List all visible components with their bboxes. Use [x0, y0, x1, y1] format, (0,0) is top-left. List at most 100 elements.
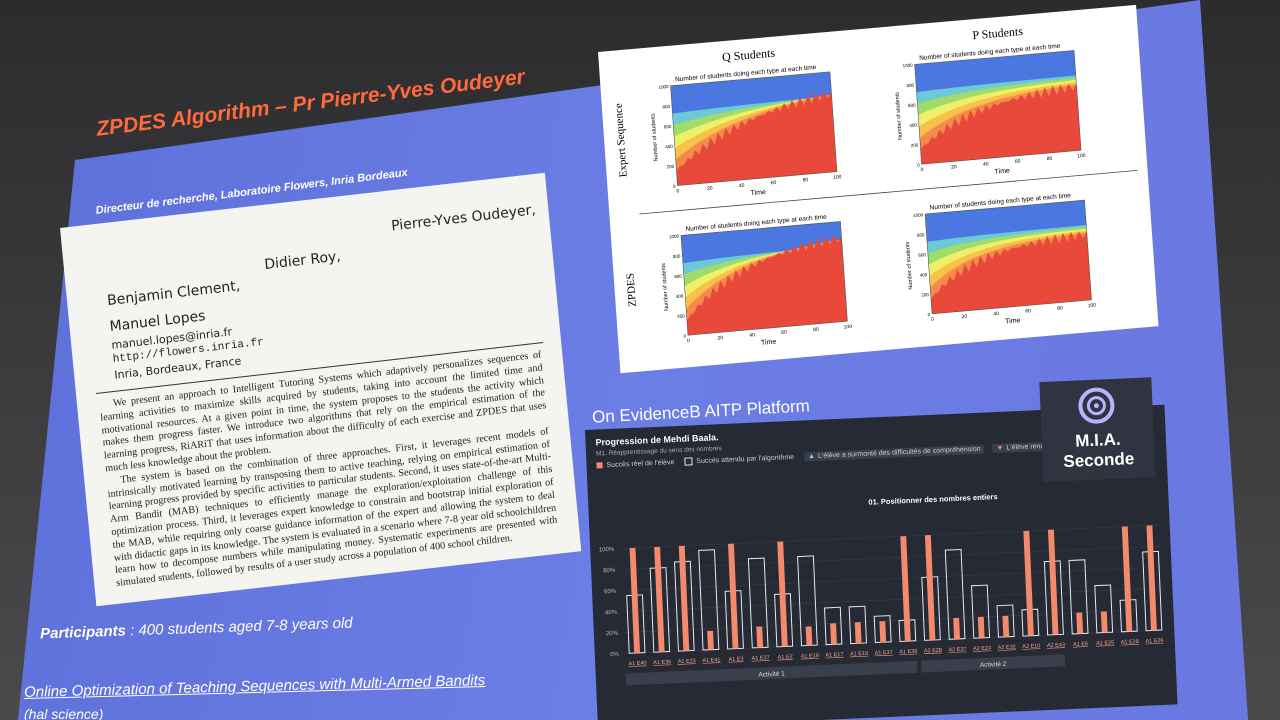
- y-axis-label: Number of students: [895, 92, 904, 141]
- actual-bar: [854, 622, 862, 644]
- legend-item: Succès attendu par l'algorithme: [684, 454, 794, 466]
- y-tick-label: 0%: [610, 652, 620, 658]
- paper-excerpt: Benjamin Clement, Didier Roy, Pierre-Yve…: [60, 172, 582, 607]
- x-tick-label: A1 E40: [628, 661, 646, 668]
- y-axis-label: Number of students: [650, 113, 659, 162]
- actual-bar: [707, 630, 714, 650]
- x-tick-label: A1 E17: [825, 652, 843, 659]
- y-tick-label: 600: [908, 102, 916, 108]
- chart-title: 01. Positionner des nombres entiers: [868, 492, 998, 507]
- x-tick-label: 40: [739, 183, 745, 189]
- actual-bar: [879, 621, 887, 643]
- logo: M.I.A. Seconde: [1039, 377, 1156, 483]
- x-tick-label: 60: [781, 330, 787, 336]
- logo-icon: [1078, 387, 1115, 424]
- x-tick-label: A2 E28: [924, 648, 942, 655]
- area-band: [676, 90, 837, 186]
- y-tick-label: 800: [673, 254, 681, 260]
- x-axis-label: Time: [994, 168, 1010, 176]
- x-tick-label: A2 E43: [1047, 642, 1065, 649]
- y-tick-label: 1000: [903, 63, 914, 69]
- y-tick-label: 800: [906, 83, 914, 89]
- x-tick-label: 20: [951, 164, 957, 170]
- grid-line: [623, 608, 1166, 633]
- plot: Number of students doing each type at ea…: [905, 192, 1097, 325]
- actual-bar: [1100, 611, 1108, 633]
- area-band: [920, 83, 1082, 165]
- link-note: (hal science): [24, 706, 104, 720]
- x-tick-label: 80: [802, 177, 808, 183]
- actual-bar: [1076, 612, 1084, 634]
- x-tick-label: A1 E25: [1096, 640, 1114, 647]
- author: Didier Roy,: [263, 248, 342, 274]
- logo-text: Seconde: [1062, 449, 1135, 472]
- participants-label: Participants: [39, 622, 127, 643]
- expected-bar: [970, 584, 991, 639]
- x-axis-label: Time: [1005, 317, 1021, 325]
- y-tick-label: 600: [918, 252, 926, 258]
- x-axis-label: Time: [750, 189, 766, 197]
- divider: [639, 169, 1138, 215]
- author: Pierre-Yves Oudeyer,: [390, 202, 537, 235]
- x-tick-label: A2 E10: [1022, 643, 1040, 650]
- row-title: ZPDES: [625, 273, 639, 308]
- x-tick-label: A1 E6: [1073, 641, 1088, 648]
- legend-swatch: [596, 462, 603, 469]
- x-tick-label: A1 E23: [678, 658, 696, 665]
- column-title: P Students: [972, 24, 1024, 42]
- plot-frame: [914, 50, 1082, 165]
- y-tick-label: 200: [921, 292, 929, 298]
- x-tick-label: 40: [749, 332, 755, 338]
- x-tick-label: 20: [961, 314, 967, 320]
- x-tick-label: A1 E26: [1145, 638, 1163, 645]
- column-title: Q Students: [722, 46, 776, 65]
- figure-plots: Q Students P Students Expert Sequence ZPDES…: [613, 24, 1138, 347]
- x-tick-label: 100: [833, 174, 842, 181]
- x-tick-label: A1 E19: [801, 653, 819, 660]
- y-tick-label: 600: [664, 124, 672, 130]
- actual-bar: [1121, 526, 1133, 632]
- plot-frame: [924, 199, 1092, 315]
- y-tick-label: 400: [920, 272, 928, 278]
- legend-label: Succès réel de l'élève: [606, 458, 675, 469]
- plot-frame: [680, 221, 848, 336]
- x-tick-label: 60: [1015, 159, 1021, 165]
- plot: Number of students doing each type at ea…: [895, 43, 1087, 176]
- x-tick-label: 60: [1025, 308, 1031, 314]
- x-tick-label: A1 E27: [751, 655, 769, 662]
- actual-bar: [777, 541, 788, 647]
- legend-label: L'élève a surmonté des difficultés de co…: [817, 445, 981, 460]
- actual-bar: [977, 616, 985, 639]
- actual-bar: [1146, 525, 1157, 631]
- row-title: Expert Sequence: [613, 103, 630, 178]
- x-tick-label: 100: [1088, 302, 1097, 309]
- y-tick-label: 1000: [913, 212, 924, 218]
- area-band: [686, 234, 848, 336]
- y-tick-label: 1000: [658, 84, 669, 90]
- grid-line: [620, 524, 1162, 549]
- x-tick-label: A1 E18: [850, 651, 868, 658]
- activity-bar: [921, 654, 1066, 673]
- x-tick-label: 40: [983, 161, 989, 167]
- y-tick-label: 80%: [603, 568, 616, 575]
- x-tick-label: A1 E3: [728, 656, 743, 663]
- x-tick-label: 60: [771, 180, 777, 186]
- grid-line: [622, 566, 1164, 591]
- x-tick-label: 80: [1047, 156, 1053, 162]
- x-tick-label: A2 E37: [948, 647, 966, 654]
- y-tick-label: 400: [665, 144, 673, 150]
- dashboard: Progression de Mehdi Baala. M1. Réappren…: [585, 377, 1178, 720]
- plot-frame: [670, 71, 838, 186]
- actual-bar: [1002, 615, 1010, 637]
- y-tick-label: 200: [911, 142, 919, 148]
- legend-marker: ▼: [996, 444, 1004, 452]
- bar-chart: 0% 20% 40% 60% 80% 100% A1 E40 A1 E36 A1 E23 A1 E…: [599, 524, 1167, 686]
- actual-bar: [900, 536, 911, 642]
- x-tick-label: 100: [1077, 153, 1086, 160]
- y-tick-label: 200: [677, 313, 685, 319]
- legend-item: Succès réel de l'élève: [596, 458, 675, 469]
- y-tick-label: 400: [676, 293, 684, 299]
- x-tick-label: A1 E2: [778, 654, 793, 661]
- x-tick-label: 20: [707, 185, 713, 191]
